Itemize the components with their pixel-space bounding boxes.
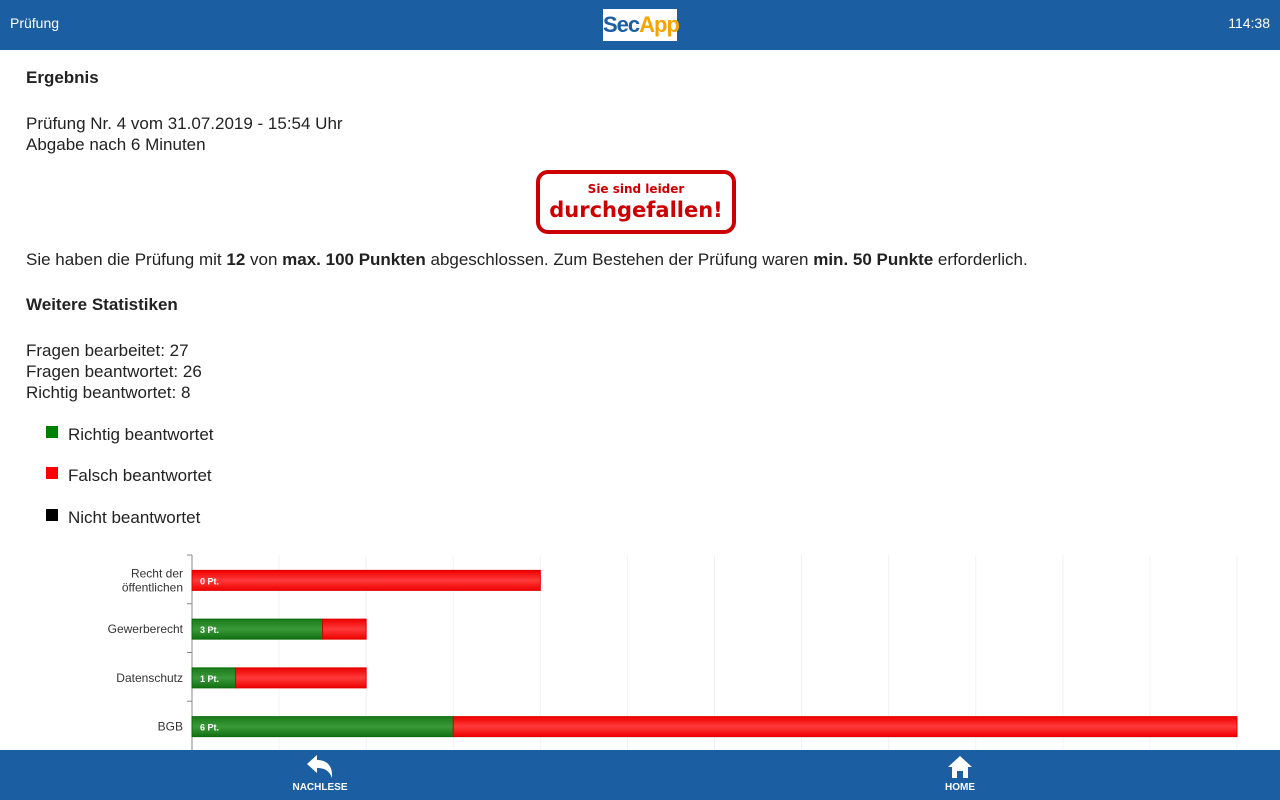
- stat-line: Fragen bearbeitet: 27: [26, 341, 189, 360]
- stat-line: Fragen beantwortet: 26: [26, 362, 202, 381]
- timer: 114:38: [1228, 15, 1270, 31]
- bar-segment-wrong: [191, 569, 541, 591]
- submit-info: Abgabe nach 6 Minuten: [26, 135, 206, 154]
- bar-segment-correct: [191, 716, 454, 738]
- data-label: 6 Pt.: [200, 723, 219, 733]
- secapp-logo: SecApp: [603, 9, 680, 41]
- result-badge: Sie sind leider durchgefallen!: [536, 170, 736, 234]
- page-title: Prüfung: [10, 15, 60, 31]
- result-heading: Ergebnis: [26, 68, 99, 87]
- legend-swatch: [46, 509, 58, 521]
- home-button[interactable]: HOME: [900, 750, 1020, 800]
- stats-heading: Weitere Statistiken: [26, 295, 178, 314]
- home-icon: [948, 756, 972, 778]
- category-label: öffentlichen: [122, 580, 183, 594]
- data-label: 0 Pt.: [200, 576, 219, 586]
- category-label: Recht der: [131, 566, 183, 580]
- bar-segment-wrong: [322, 618, 367, 640]
- legend-item-wrong: Falsch beantwortet: [46, 466, 212, 486]
- top-bar: Prüfung SecApp 114:38: [0, 0, 1280, 50]
- data-label: 1 Pt.: [200, 674, 219, 684]
- legend-item-correct: Richtig beantwortet: [46, 425, 214, 445]
- bottom-bar: NACHLESE HOME: [0, 750, 1280, 800]
- data-label: 3 Pt.: [200, 625, 219, 635]
- category-label: Gewerberecht: [108, 622, 184, 636]
- exam-info: Prüfung Nr. 4 vom 31.07.2019 - 15:54 Uhr: [26, 114, 343, 133]
- legend-item-unanswered: Nicht beantwortet: [46, 508, 200, 528]
- summary-text: Sie haben die Prüfung mit 12 von max. 10…: [26, 250, 1028, 269]
- bar-segment-wrong: [452, 716, 1238, 738]
- legend-swatch: [46, 467, 58, 479]
- nachlese-button[interactable]: NACHLESE: [260, 750, 380, 800]
- bar-segment-wrong: [235, 667, 367, 689]
- category-label: BGB: [158, 720, 183, 734]
- category-label: Datenschutz: [116, 671, 183, 685]
- legend-swatch: [46, 426, 58, 438]
- reply-arrow-icon: [307, 755, 333, 778]
- stat-line: Richtig beantwortet: 8: [26, 383, 191, 402]
